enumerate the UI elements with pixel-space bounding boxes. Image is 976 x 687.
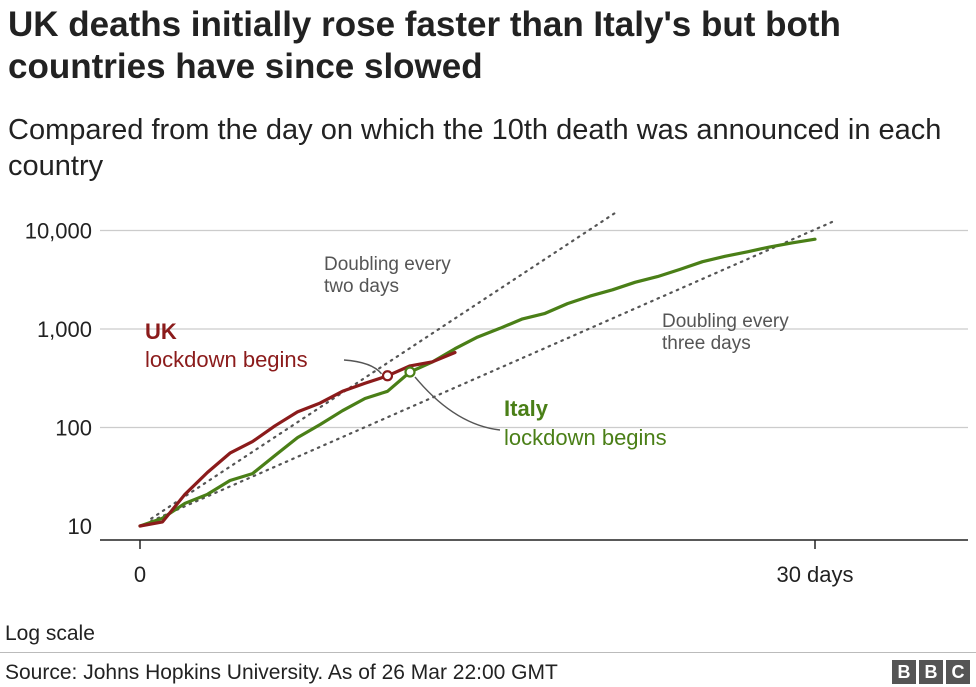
y-tick-label: 10 <box>68 514 92 539</box>
chart-subtitle: Compared from the day on which the 10th … <box>8 114 942 182</box>
y-tick-label: 100 <box>55 416 92 441</box>
uk-series-label: UK <box>145 319 177 344</box>
bbc-logo: B B C <box>892 660 970 684</box>
italy-lockdown-label: lockdown begins <box>504 425 667 450</box>
uk-line <box>138 350 457 528</box>
uk-lockdown-marker <box>381 370 394 382</box>
annotation-leader <box>343 359 383 375</box>
footer: Source: Johns Hopkins University. As of … <box>0 652 976 687</box>
doubling-label: Doubling every <box>662 311 789 332</box>
italy-line <box>138 237 817 528</box>
y-tick-label: 1,000 <box>37 317 92 342</box>
doubling-line <box>150 220 835 523</box>
log-scale-note: Log scale <box>5 622 95 645</box>
source-text: Source: Johns Hopkins University. As of … <box>5 661 558 684</box>
y-tick-label: 10,000 <box>25 219 92 244</box>
doubling-label: Doubling every <box>324 254 451 275</box>
uk-lockdown-label: lockdown begins <box>145 347 308 372</box>
bbc-logo-letter: B <box>919 660 943 684</box>
doubling-label: three days <box>662 333 751 354</box>
doubling-line <box>150 210 619 520</box>
italy-lockdown-marker <box>404 366 416 378</box>
annotation-leader <box>414 376 501 431</box>
bbc-logo-letter: C <box>946 660 970 684</box>
x-tick-label: 30 days <box>776 562 853 587</box>
italy-series-label: Italy <box>504 396 549 421</box>
x-tick-label: 0 <box>134 562 146 587</box>
bbc-logo-letter: B <box>892 660 916 684</box>
doubling-label: two days <box>324 276 399 297</box>
chart-title: UK deaths initially rose faster than Ita… <box>8 5 841 86</box>
